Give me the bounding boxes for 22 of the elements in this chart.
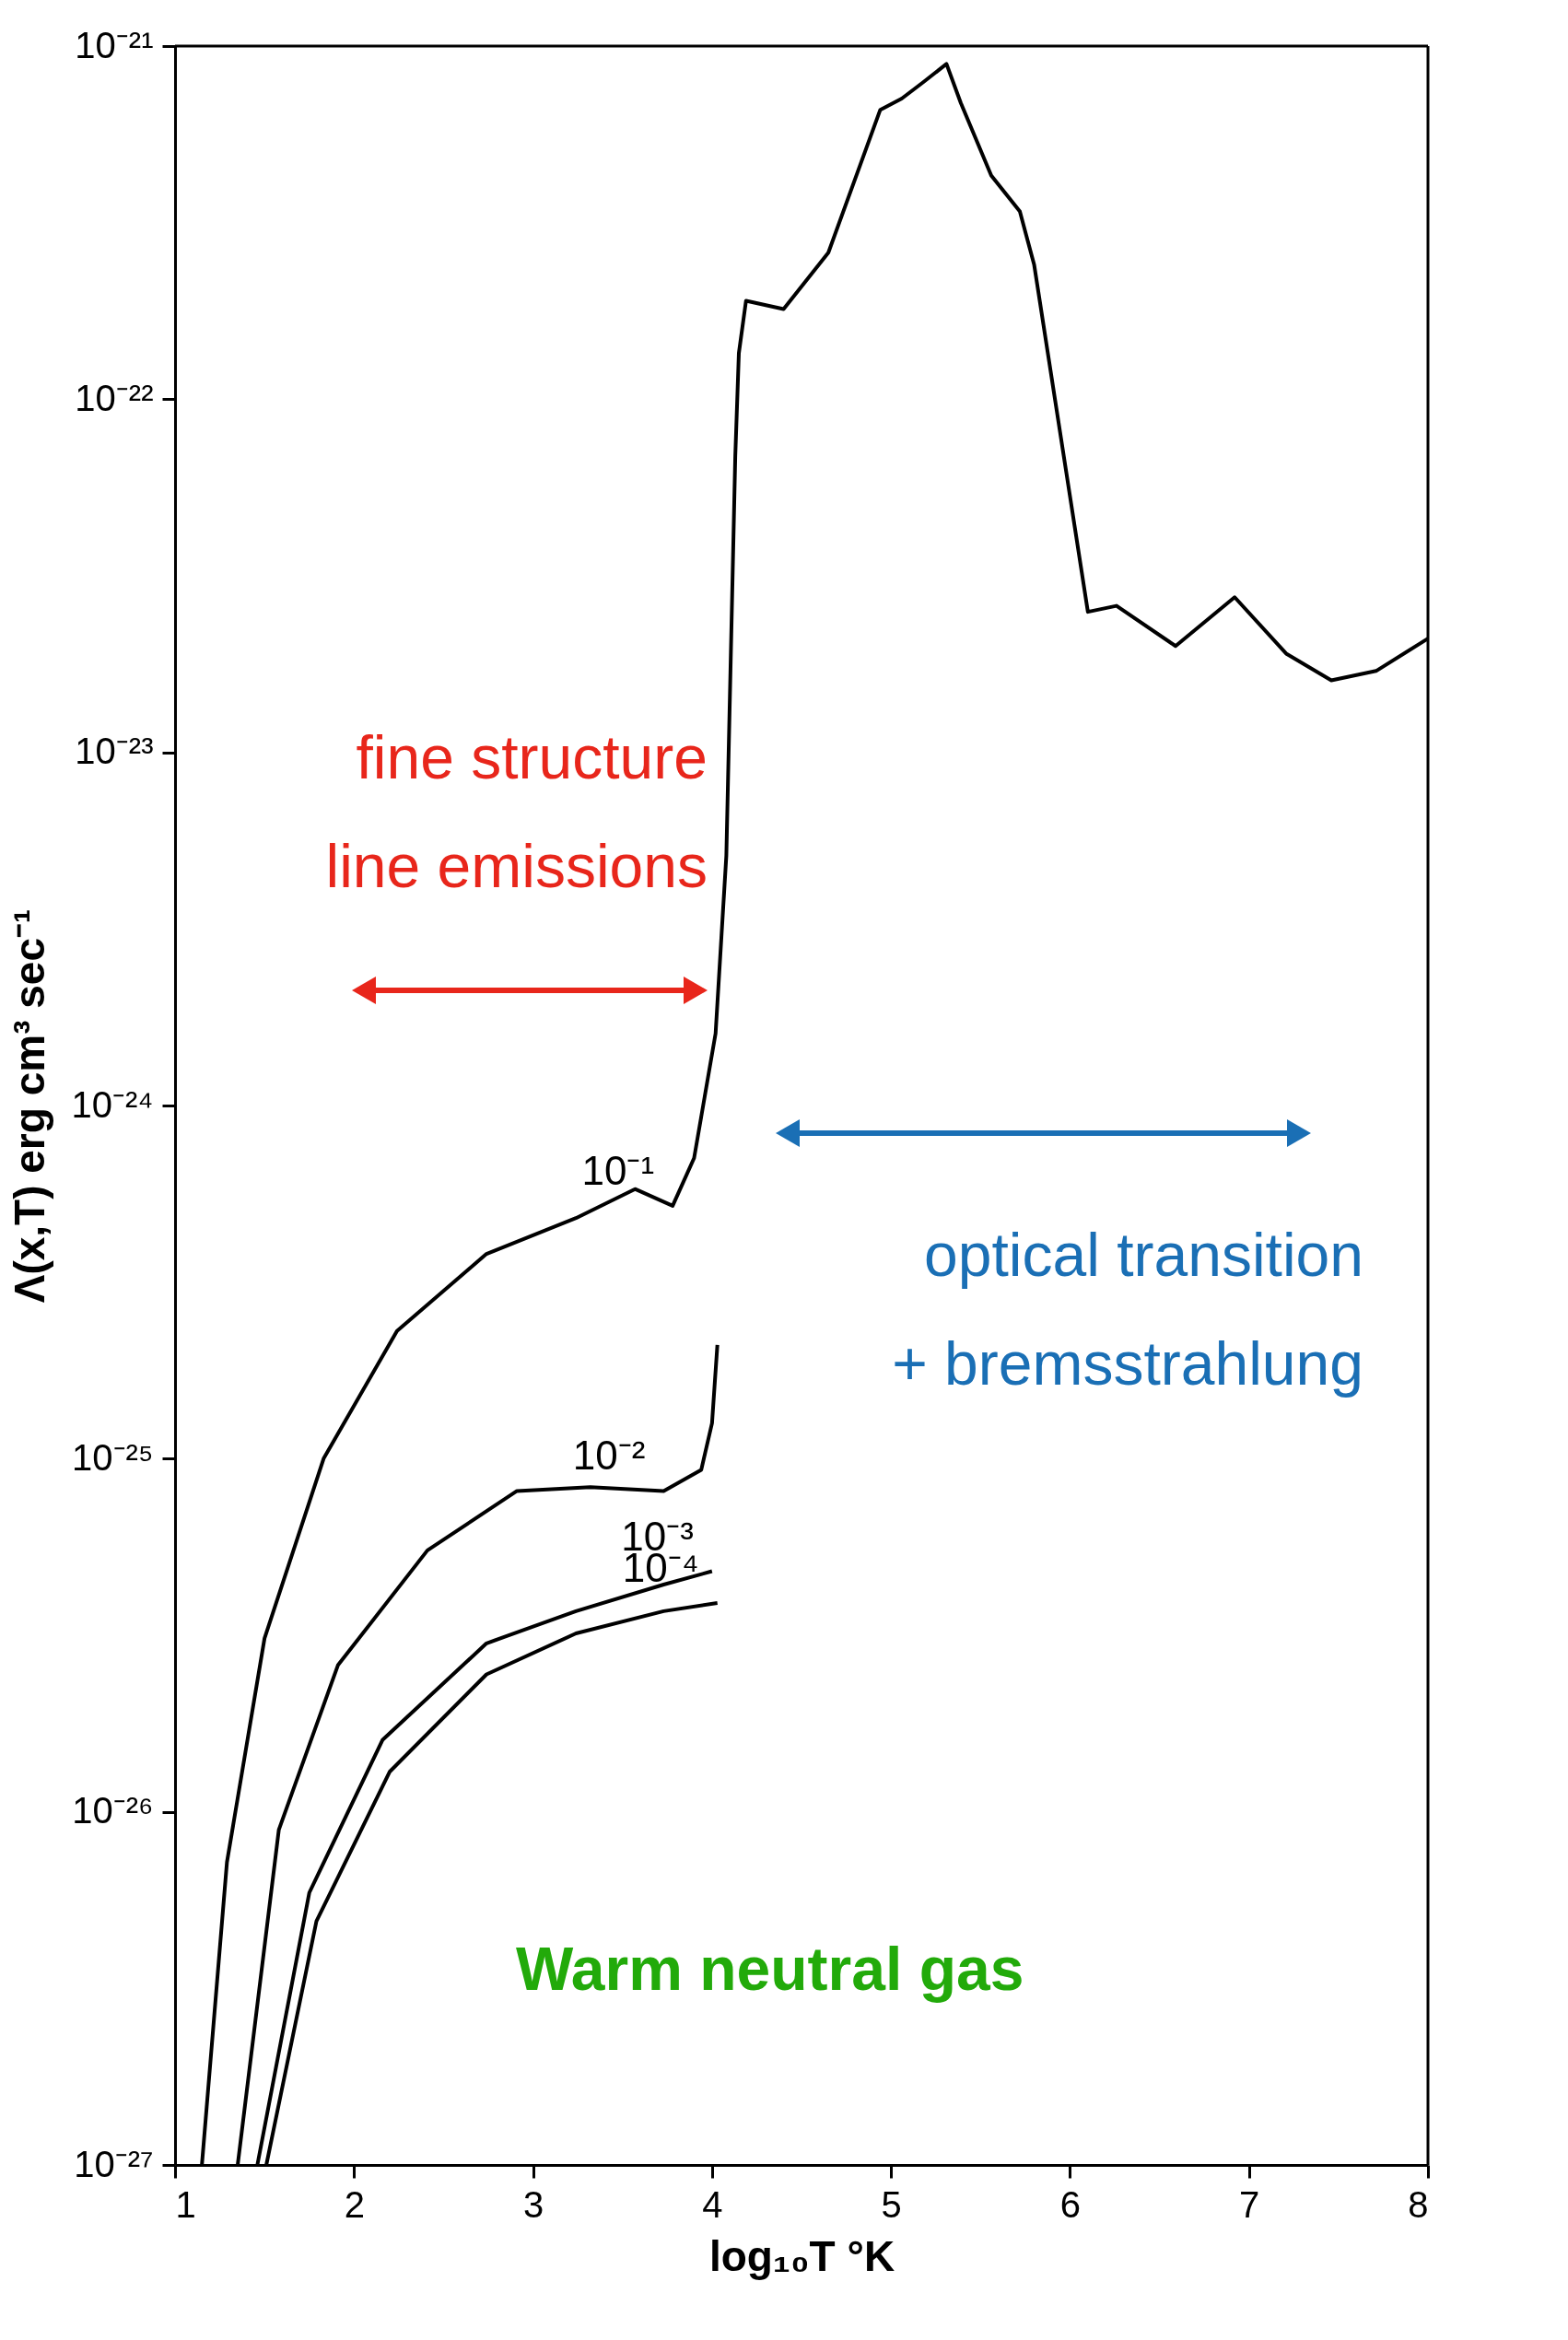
x-axis-title: log₁₀T °K [708, 2231, 895, 2280]
y-tick-label: 10⁻²¹ [75, 24, 154, 65]
series-label: 10⁻² [572, 1433, 646, 1479]
y-tick-label: 10⁻²² [75, 377, 154, 418]
y-tick-label: 10⁻²⁷ [74, 2143, 154, 2184]
x-tick-label: 5 [881, 2183, 902, 2225]
series-label: 10⁻¹ [581, 1147, 655, 1193]
y-tick-label: 10⁻²⁴ [71, 1083, 154, 1125]
x-tick-label: 1 [175, 2183, 196, 2225]
y-tick-label: 10⁻²⁶ [72, 1790, 154, 1831]
y-tick-label: 10⁻²³ [75, 731, 154, 772]
x-tick-label: 4 [702, 2183, 723, 2225]
x-tick-label: 8 [1408, 2183, 1429, 2225]
x-tick-label: 2 [344, 2183, 365, 2225]
x-tick-label: 3 [522, 2183, 544, 2225]
annotation: fine structure line emissions [325, 723, 708, 900]
x-tick-label: 6 [1059, 2183, 1082, 2225]
annotation: Warm neutral gas [516, 1935, 1024, 2003]
y-axis-title: Λ(x,T) erg cm³ sec⁻¹ [5, 908, 53, 1304]
annotation: optical transition + bremsstrahlung [892, 1221, 1363, 1398]
x-tick-label: 7 [1239, 2183, 1260, 2225]
y-tick-label: 10⁻²⁵ [72, 1436, 154, 1478]
